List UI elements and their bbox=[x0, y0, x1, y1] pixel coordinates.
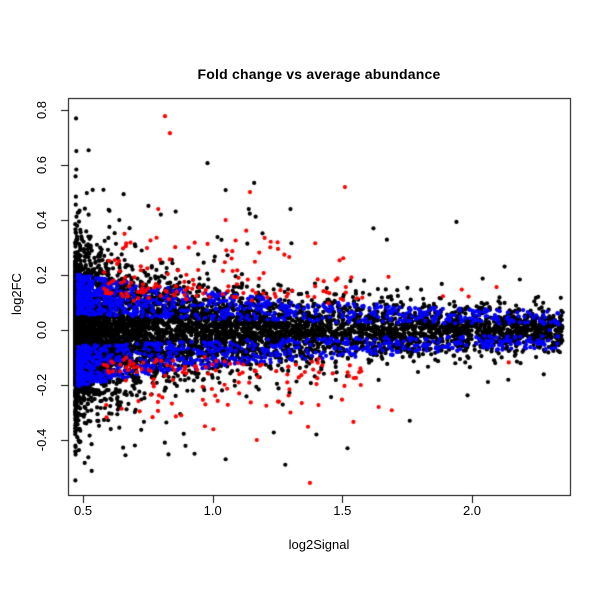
x-axis-label: log2Signal bbox=[288, 537, 350, 552]
y-tick-label: 0.0 bbox=[34, 321, 49, 340]
y-tick-label: 0.4 bbox=[34, 211, 49, 230]
chart-title: Fold change vs average abundance bbox=[197, 66, 441, 82]
y-tick-label: 0.6 bbox=[34, 156, 49, 175]
x-tick-label: 1.5 bbox=[333, 503, 352, 518]
y-tick-label: -0.2 bbox=[34, 373, 49, 397]
y-axis-label: log2FC bbox=[9, 273, 24, 315]
y-tick-label: 0.2 bbox=[34, 266, 49, 285]
x-tick-label: 2.0 bbox=[462, 503, 482, 518]
y-tick-label: 0.8 bbox=[34, 101, 49, 120]
x-tick-label: 0.5 bbox=[73, 503, 93, 518]
x-tick-label: 1.0 bbox=[203, 503, 222, 518]
y-tick-label: -0.4 bbox=[34, 428, 49, 452]
